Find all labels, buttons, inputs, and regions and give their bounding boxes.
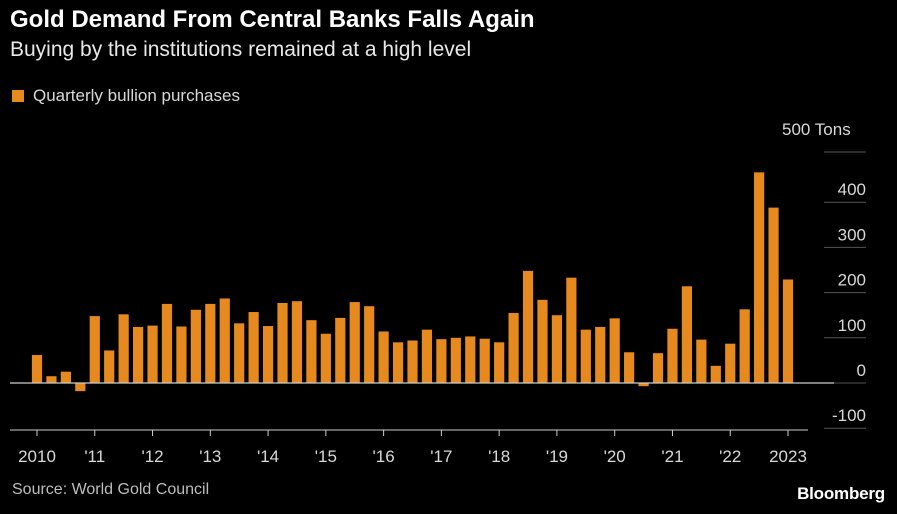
- bar: [291, 301, 303, 383]
- bar: [190, 309, 201, 383]
- bar: [421, 329, 433, 383]
- bar: [667, 328, 678, 383]
- x-tick-label: '19: [546, 447, 568, 466]
- y-tick-label: 0: [857, 361, 866, 380]
- y-axis-top-value: 500: [782, 120, 811, 139]
- bar: [75, 383, 86, 392]
- y-tick-label: -100: [832, 406, 866, 425]
- bar: [768, 207, 779, 383]
- bar: [277, 303, 288, 383]
- x-tick-label: '11: [84, 447, 105, 466]
- y-axis-unit-label: 500 Tons: [782, 120, 851, 140]
- bar: [306, 320, 317, 383]
- bar: [31, 354, 43, 383]
- bar: [234, 323, 245, 383]
- bar: [522, 270, 534, 383]
- bar: [349, 302, 360, 383]
- bar: [450, 337, 461, 383]
- bar: [551, 315, 563, 383]
- x-tick-label: 2010: [18, 447, 56, 466]
- x-tick-label: '17: [430, 447, 452, 466]
- bar: [537, 299, 548, 383]
- bar: [494, 342, 505, 383]
- bar: [104, 350, 115, 383]
- bar: [566, 277, 577, 383]
- x-tick-label: '22: [719, 447, 741, 466]
- x-tick-label: '16: [373, 447, 395, 466]
- bar: [595, 326, 606, 383]
- bar: [392, 342, 404, 383]
- bar: [681, 286, 692, 383]
- source-note: Source: World Gold Council: [12, 481, 210, 498]
- bar: [262, 326, 274, 383]
- bar: [479, 338, 490, 383]
- chart-title: Gold Demand From Central Banks Falls Aga…: [10, 6, 535, 33]
- y-tick-label: 200: [838, 271, 866, 290]
- y-tick-label: 400: [838, 180, 866, 199]
- bar: [60, 371, 71, 383]
- bar: [782, 279, 794, 383]
- x-tick-label: '12: [141, 447, 163, 466]
- bar: [407, 340, 418, 383]
- bar: [436, 339, 447, 383]
- chart-subtitle: Buying by the institutions remained at a…: [10, 38, 472, 61]
- x-tick-label: '14: [257, 447, 279, 466]
- bar: [508, 312, 519, 383]
- bar: [176, 326, 187, 383]
- y-tick-label: 300: [838, 225, 866, 244]
- legend-swatch: [12, 90, 24, 102]
- bar: [147, 325, 158, 383]
- bar: [205, 303, 216, 383]
- bar: [710, 365, 721, 383]
- bar: [638, 383, 649, 387]
- bar: [161, 303, 173, 383]
- bar: [725, 343, 736, 383]
- bar: [580, 329, 591, 383]
- x-tick-label: 2023: [769, 447, 807, 466]
- x-tick-label: '15: [315, 447, 337, 466]
- x-tick-label: '20: [604, 447, 626, 466]
- legend-label: Quarterly bullion purchases: [33, 86, 240, 105]
- bar: [248, 312, 259, 383]
- bar: [465, 336, 476, 383]
- x-tick-label: '13: [199, 447, 221, 466]
- y-axis-unit: Tons: [814, 120, 851, 139]
- bar: [364, 306, 375, 383]
- bar: [46, 376, 57, 383]
- bar: [624, 352, 635, 383]
- bloomberg-logo: Bloomberg: [797, 484, 885, 503]
- bar: [133, 326, 144, 383]
- y-tick-label: 100: [838, 316, 866, 335]
- bar: [219, 298, 230, 383]
- bar: [754, 172, 765, 383]
- bar: [652, 353, 664, 383]
- bar: [320, 333, 331, 383]
- bar: [696, 339, 707, 383]
- bar: [89, 316, 100, 383]
- bar: [335, 317, 346, 383]
- x-tick-label: '18: [488, 447, 510, 466]
- bar: [118, 314, 129, 383]
- bar: [378, 331, 389, 383]
- x-tick-label: '21: [661, 447, 683, 466]
- legend: Quarterly bullion purchases: [12, 86, 240, 106]
- bar: [739, 309, 750, 383]
- bar: [609, 318, 620, 383]
